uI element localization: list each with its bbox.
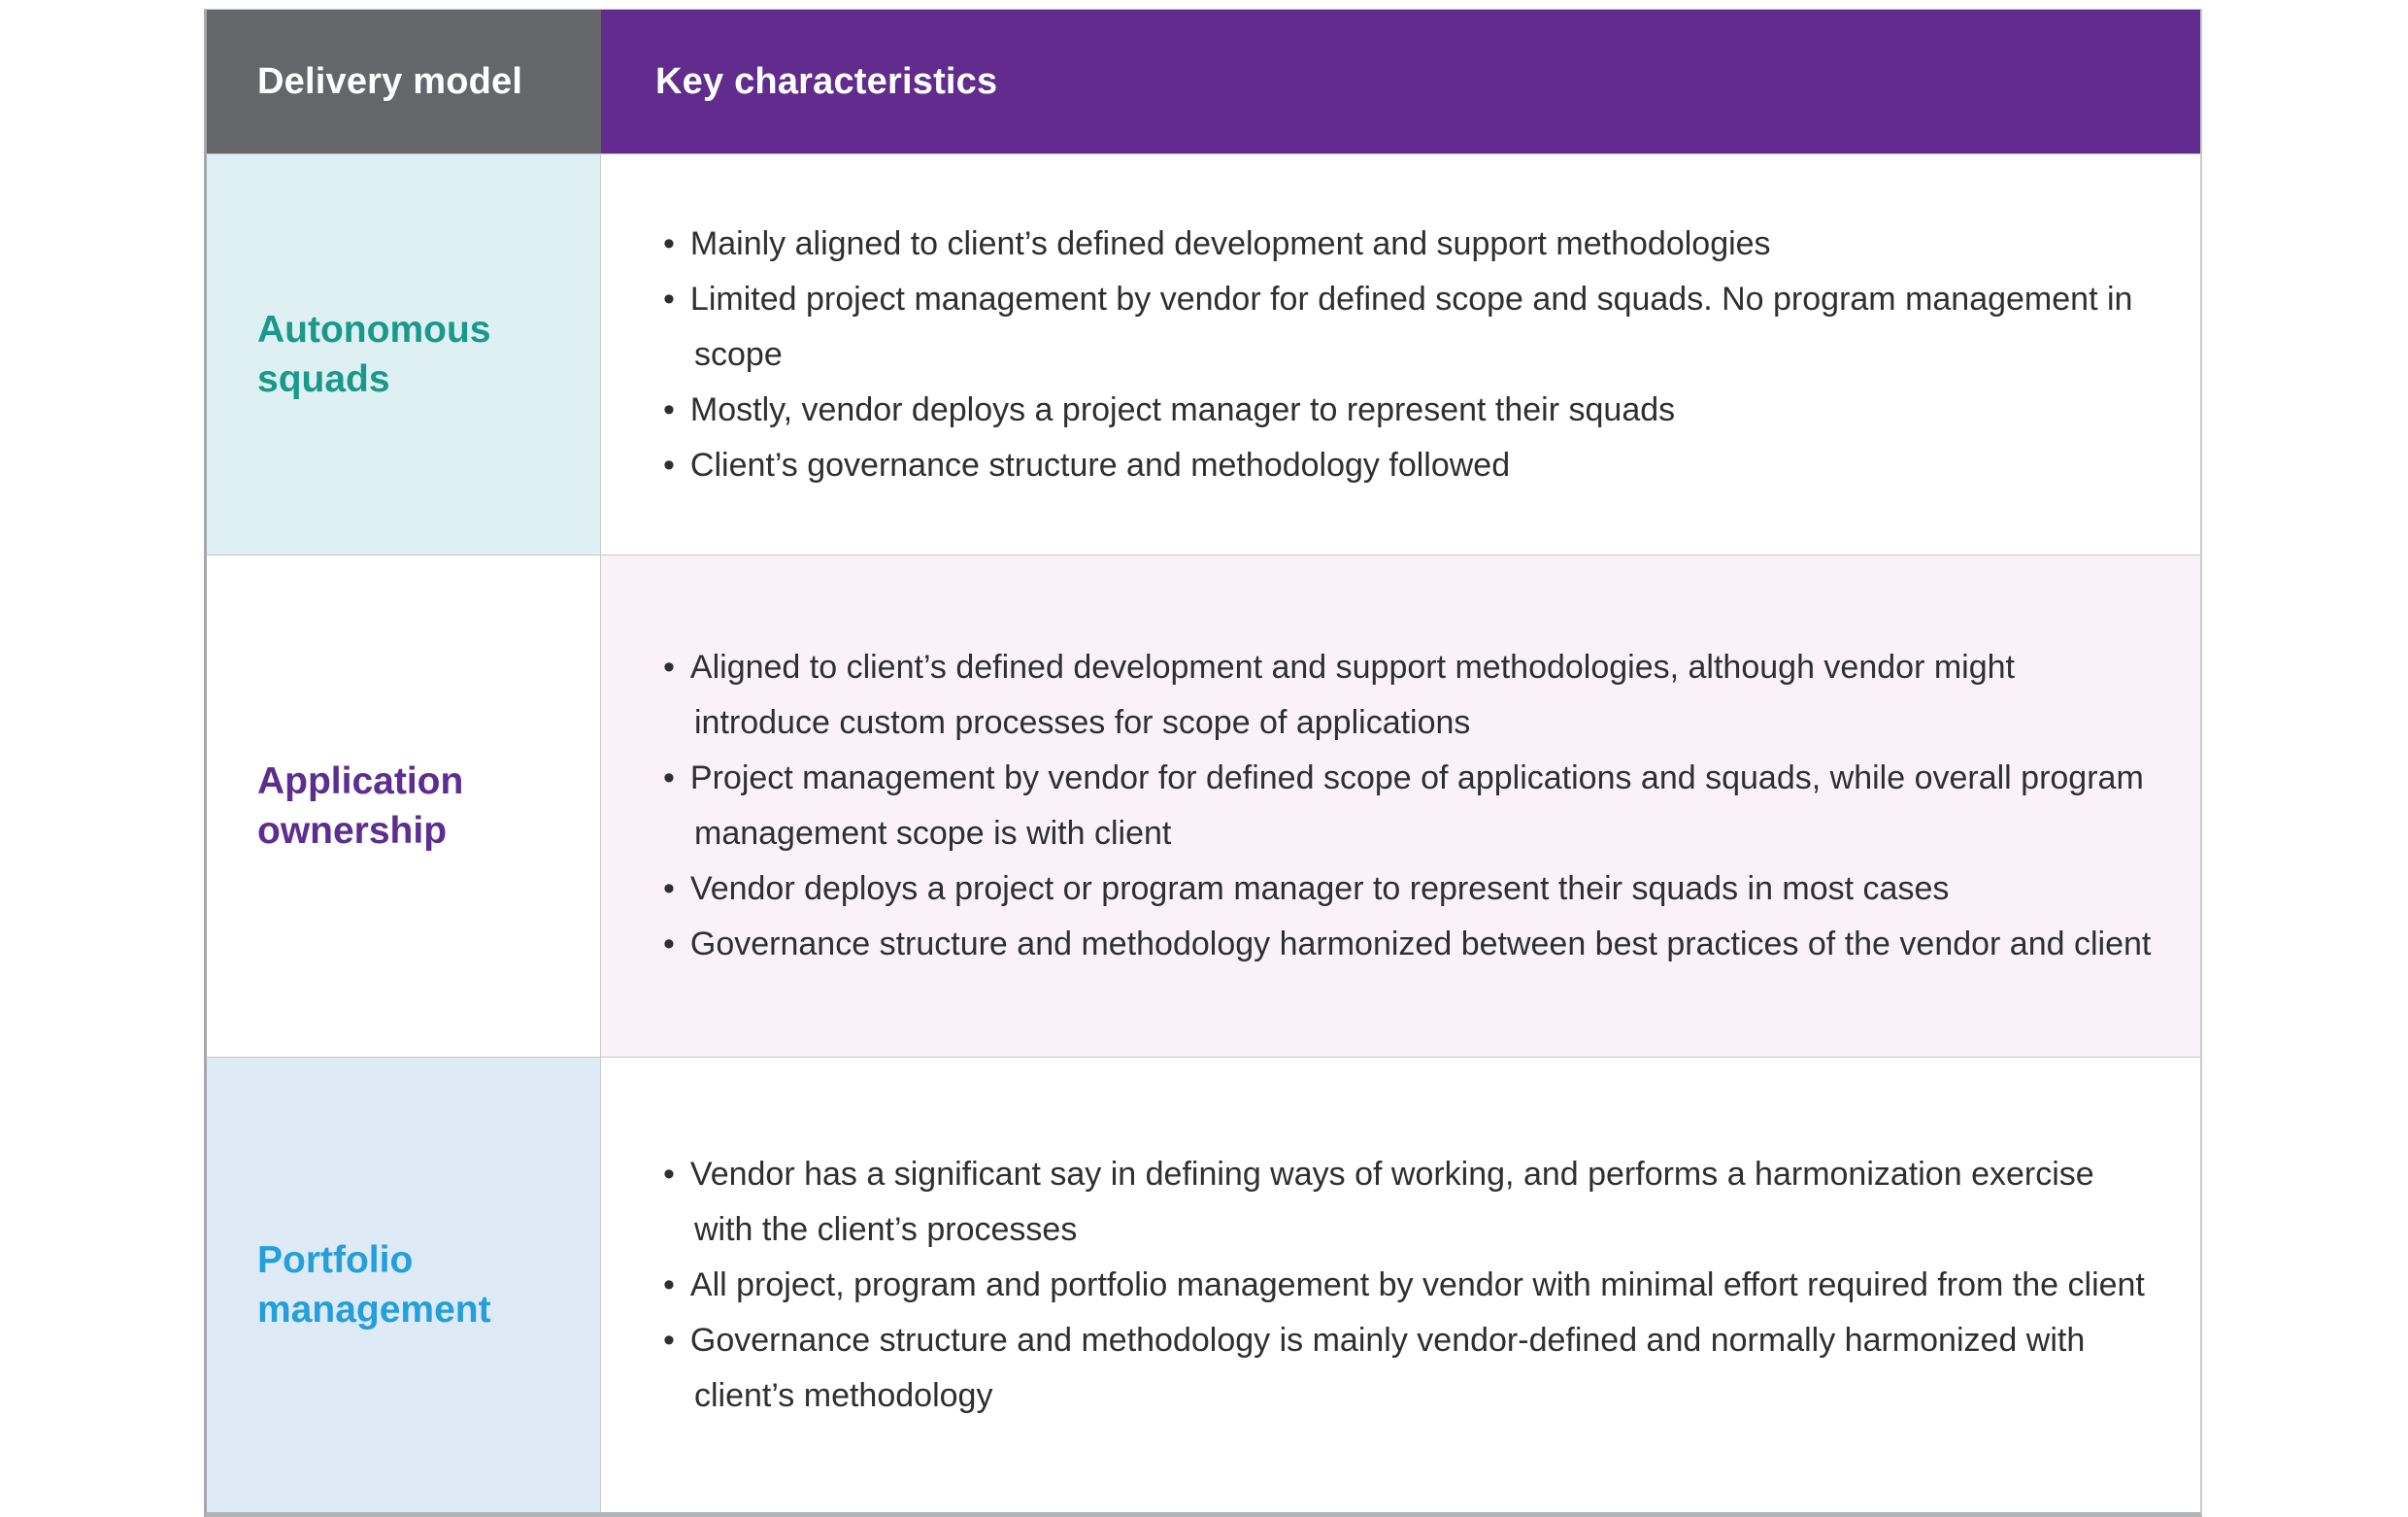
bullet-item: Aligned to client’s defined development … xyxy=(663,640,2154,751)
characteristics-list: Vendor has a significant say in defining… xyxy=(663,1147,2154,1424)
table-row: Portfolio management Vendor has a signif… xyxy=(207,1057,2200,1512)
delivery-model-label: Application ownership xyxy=(257,760,464,852)
characteristics-list: Aligned to client’s defined development … xyxy=(663,640,2154,972)
bullet-item: Governance structure and methodology har… xyxy=(663,917,2154,972)
key-characteristics-cell: Mainly aligned to client’s defined devel… xyxy=(601,154,2200,555)
delivery-model-label: Portfolio management xyxy=(257,1239,491,1331)
bullet-item: Governance structure and methodology is … xyxy=(663,1313,2154,1424)
characteristics-list: Mainly aligned to client’s defined devel… xyxy=(663,217,2154,493)
delivery-model-cell: Portfolio management xyxy=(207,1058,601,1512)
bullet-item: Project management by vendor for defined… xyxy=(663,751,2154,861)
delivery-models-table: Delivery model Key characteristics Auton… xyxy=(204,9,2202,1517)
bullet-item: Limited project management by vendor for… xyxy=(663,272,2154,383)
table-header-row: Delivery model Key characteristics xyxy=(207,10,2200,153)
key-characteristics-cell: Aligned to client’s defined development … xyxy=(601,556,2200,1057)
table-row: Application ownership Aligned to client’… xyxy=(207,555,2200,1057)
delivery-model-cell: Application ownership xyxy=(207,556,601,1057)
delivery-model-label: Autonomous squads xyxy=(257,309,491,400)
column-header-delivery-model: Delivery model xyxy=(207,10,601,153)
bullet-item: Mainly aligned to client’s defined devel… xyxy=(663,217,2154,272)
bullet-item: Client’s governance structure and method… xyxy=(663,438,2154,493)
bullet-item: Mostly, vendor deploys a project manager… xyxy=(663,383,2154,438)
delivery-model-cell: Autonomous squads xyxy=(207,154,601,555)
bullet-item: Vendor has a significant say in defining… xyxy=(663,1147,2154,1258)
bullet-item: Vendor deploys a project or program mana… xyxy=(663,861,2154,917)
table-row: Autonomous squads Mainly aligned to clie… xyxy=(207,153,2200,555)
column-header-key-characteristics: Key characteristics xyxy=(601,10,2200,153)
key-characteristics-cell: Vendor has a significant say in defining… xyxy=(601,1058,2200,1512)
bullet-item: All project, program and portfolio manag… xyxy=(663,1258,2154,1313)
